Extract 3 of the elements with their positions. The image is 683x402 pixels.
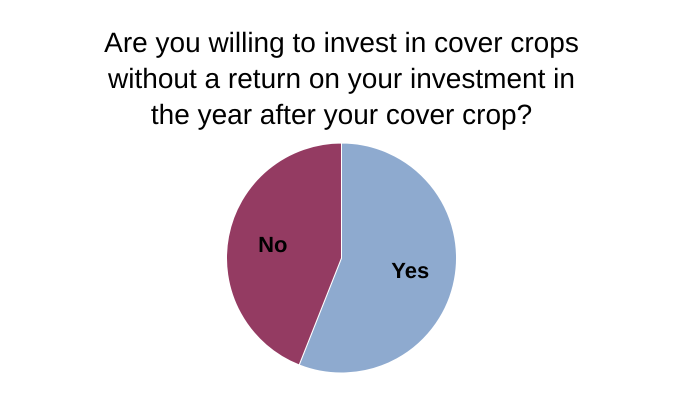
slice-label: No xyxy=(258,232,288,257)
chart-title: Are you willing to invest in cover crops without a return on your investment in the year after your cover crop? xyxy=(104,27,579,130)
slice-label: Yes xyxy=(391,258,430,284)
